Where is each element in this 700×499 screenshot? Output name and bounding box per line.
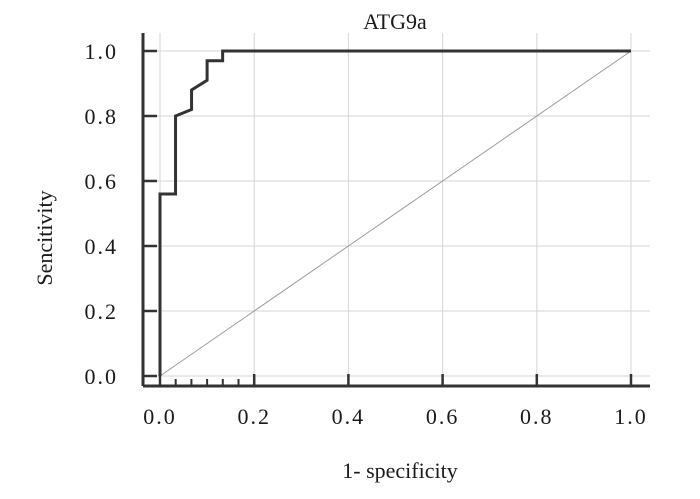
y-tick-label-3: 0.6 [85, 169, 119, 194]
chart-title: ATG9a [363, 9, 427, 34]
y-tick-label-4: 0.8 [85, 104, 119, 129]
roc-curve-line [158, 49, 631, 376]
axes [141, 33, 650, 388]
y-axis-label: Sencitivity [32, 190, 57, 285]
labels: ATG9a 1- specificity Sencitivity [32, 9, 458, 483]
x-tick-label-5: 1.0 [614, 404, 648, 429]
y-tick-label-2: 0.4 [85, 234, 119, 259]
x-tick-label-3: 0.6 [426, 404, 460, 429]
y-tick-label-1: 0.2 [85, 299, 119, 324]
x-tick-label-1: 0.2 [237, 404, 271, 429]
roc-curve-group [158, 49, 631, 376]
grid [143, 33, 650, 386]
y-tick-label-0: 0.0 [85, 364, 119, 389]
x-axis-label: 1- specificity [342, 458, 457, 483]
reference-line-group [159, 50, 632, 377]
ticks: 0.0 0.2 0.4 0.6 0.8 1.0 0.0 0.2 0.4 0.6 0.8 1.0 [85, 39, 648, 429]
y-tick-label-5: 1.0 [85, 39, 119, 64]
x-tick-label-0: 0.0 [143, 404, 177, 429]
x-tick-label-2: 0.4 [332, 404, 366, 429]
reference-diagonal-line [159, 50, 632, 377]
x-tick-label-4: 0.8 [520, 404, 554, 429]
